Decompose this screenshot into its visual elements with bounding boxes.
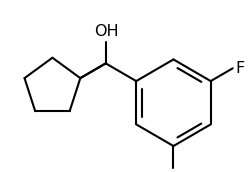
Text: OH: OH xyxy=(94,24,119,39)
Text: F: F xyxy=(236,61,245,76)
